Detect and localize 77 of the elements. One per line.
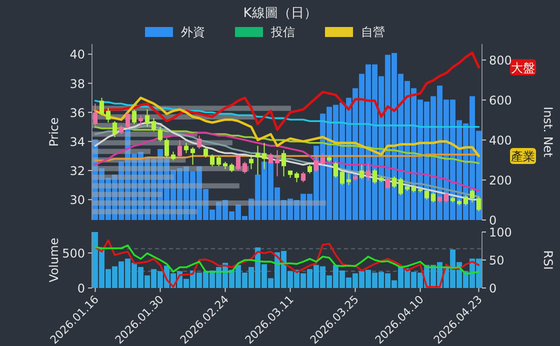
candlestick <box>210 154 215 167</box>
candlestick <box>151 118 156 132</box>
candlestick <box>203 146 208 158</box>
candlestick <box>112 120 118 138</box>
line-series <box>94 244 480 275</box>
candlestick <box>268 152 274 164</box>
y2-tick-label: 600 <box>489 94 512 108</box>
candlestick <box>196 135 202 150</box>
candlestick <box>300 172 306 183</box>
candlestick <box>314 154 319 172</box>
candlestick <box>106 108 111 124</box>
candlestick <box>144 108 150 128</box>
y2-tick-label: 50 <box>489 254 504 268</box>
candlestick <box>242 161 248 174</box>
candlestick <box>236 154 241 172</box>
bar <box>92 183 240 188</box>
legend-label: 投信 <box>270 25 295 39</box>
candlestick <box>366 162 371 182</box>
candlestick <box>281 150 286 177</box>
legend-label: 自營 <box>361 25 385 39</box>
bar <box>92 209 198 214</box>
candlestick <box>359 164 364 180</box>
candlestick <box>99 97 104 116</box>
y2-tick-label: 400 <box>489 134 512 148</box>
candlestick <box>216 156 222 167</box>
y-tick-label: 38 <box>70 76 85 91</box>
y2-axis-title: RSI <box>541 250 555 270</box>
bar <box>92 174 174 180</box>
candlestick <box>92 103 98 126</box>
y2-axis-title: Inst. Net <box>541 106 555 158</box>
y-tick-label: 40 <box>70 48 85 62</box>
line-series <box>94 96 480 158</box>
legend-label: 外資 <box>181 25 205 39</box>
y2-tick-label: 0 <box>489 214 497 228</box>
candlestick <box>392 176 397 188</box>
candlestick <box>158 126 163 142</box>
y-tick-label: 500 <box>62 246 85 260</box>
text: 大盤 <box>511 60 535 75</box>
candlestick <box>476 196 482 212</box>
y-tick-label: 30 <box>70 193 85 208</box>
bar <box>92 192 162 198</box>
y-tick-label: 0 <box>77 282 85 296</box>
line-series <box>94 240 480 288</box>
candlestick <box>424 188 430 200</box>
candlestick <box>398 177 404 196</box>
candlestick <box>320 152 326 166</box>
chart-title: K線圖（日） <box>243 6 317 21</box>
candlestick <box>340 170 345 186</box>
candlestick <box>430 192 436 204</box>
candlestick <box>470 188 475 204</box>
y-tick-label: 32 <box>70 164 85 178</box>
candlestick <box>294 172 300 183</box>
candlestick <box>333 161 338 178</box>
candlestick <box>274 150 280 177</box>
y2-tick-label: 200 <box>489 174 512 188</box>
y-tick-label: 36 <box>70 106 85 120</box>
y-axis-title: Volume <box>47 238 61 282</box>
candlestick <box>164 138 170 158</box>
candlestick <box>177 140 182 158</box>
candlestick <box>132 108 137 124</box>
candlestick <box>184 142 189 154</box>
y2-tick-label: 100 <box>489 226 512 240</box>
text: 產業 <box>511 150 535 164</box>
candlestick <box>444 192 449 204</box>
candlestick <box>385 177 390 190</box>
y2-tick-label: 0 <box>489 282 497 296</box>
candlestick <box>372 168 378 184</box>
line-series <box>94 100 480 128</box>
candlestick <box>248 154 254 170</box>
candlestick <box>138 114 144 128</box>
y-axis-title: Price <box>47 117 61 147</box>
candlestick <box>125 112 130 129</box>
line-series <box>94 52 480 132</box>
candlestick <box>190 146 196 166</box>
y2-tick-label: 800 <box>489 54 512 68</box>
y-tick-label: 34 <box>70 134 85 149</box>
candlestick <box>463 194 468 206</box>
